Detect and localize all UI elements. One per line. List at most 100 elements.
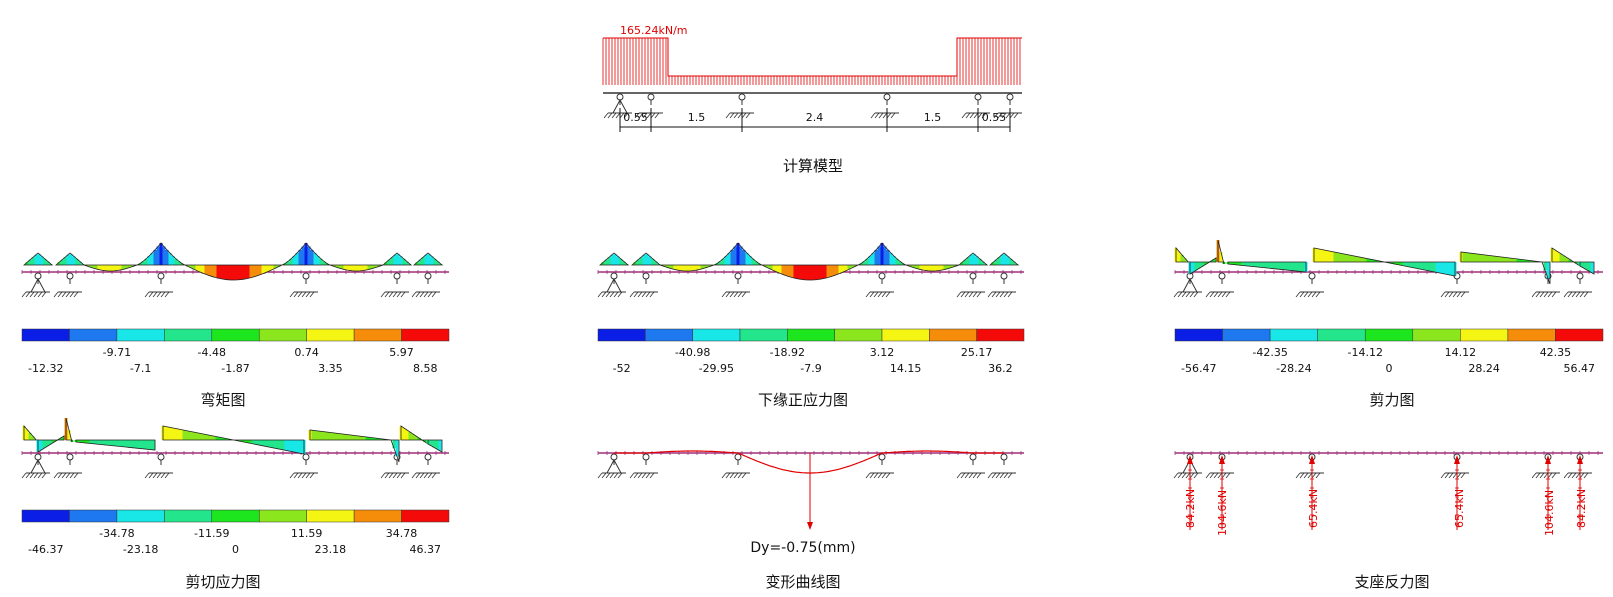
support-hinge bbox=[1576, 272, 1584, 280]
legend-label-bottom: 0 bbox=[232, 543, 239, 556]
diagram-outline bbox=[1541, 261, 1551, 285]
support-hatch bbox=[301, 291, 307, 298]
legend-swatch bbox=[21, 328, 70, 342]
legend-label-bottom: -29.95 bbox=[699, 362, 734, 375]
diagram-outline bbox=[598, 252, 630, 266]
support-hatch bbox=[1217, 472, 1223, 479]
support-hatch bbox=[972, 291, 978, 298]
support-hatch bbox=[1007, 472, 1013, 479]
shear-diagram bbox=[1174, 239, 1595, 285]
support-hinge bbox=[1006, 93, 1014, 101]
diagram-outline bbox=[957, 252, 989, 266]
diagram-outline bbox=[1189, 257, 1217, 275]
support-hatch bbox=[1444, 291, 1450, 298]
support-hatch bbox=[638, 112, 644, 119]
reaction-label: 104.6kN bbox=[1216, 490, 1229, 536]
support-hatch bbox=[737, 291, 743, 298]
legend-swatch bbox=[1317, 328, 1366, 342]
support-hatch bbox=[615, 112, 621, 119]
support-hatch bbox=[646, 112, 652, 119]
support-hatch bbox=[956, 291, 962, 298]
support-hatch bbox=[619, 112, 625, 119]
legend-label-top: 11.59 bbox=[291, 527, 323, 540]
support-hatch bbox=[976, 291, 982, 298]
support-hatch bbox=[1456, 472, 1462, 479]
support-hatch bbox=[1193, 291, 1199, 298]
support-hatch bbox=[392, 291, 398, 298]
diagram-outline bbox=[713, 242, 763, 266]
support-hatch bbox=[633, 291, 639, 298]
support-hatch bbox=[1456, 291, 1462, 298]
support-hatch bbox=[605, 472, 611, 479]
support-hatch bbox=[649, 472, 655, 479]
stress-diagram bbox=[598, 242, 1020, 281]
support-hatch bbox=[1307, 472, 1313, 479]
support-hatch bbox=[1003, 291, 1009, 298]
support-hatch bbox=[1571, 472, 1577, 479]
support-hatch bbox=[411, 291, 417, 298]
legend-label-bottom: -28.24 bbox=[1276, 362, 1311, 375]
support-hatch bbox=[997, 112, 1003, 119]
support-hatch bbox=[1181, 472, 1187, 479]
support-hatch bbox=[415, 291, 421, 298]
legend-swatch bbox=[21, 509, 70, 523]
support-hatch bbox=[419, 291, 425, 298]
support-hatch bbox=[309, 472, 315, 479]
support-hatch bbox=[737, 112, 743, 119]
shear-caption: 剪力图 bbox=[1369, 391, 1414, 409]
support-hatch bbox=[152, 291, 158, 298]
support-hatch bbox=[1551, 472, 1557, 479]
support-hinge bbox=[969, 453, 977, 461]
support-hatch bbox=[964, 472, 970, 479]
support-hatch bbox=[960, 291, 966, 298]
support-hatch bbox=[1440, 291, 1446, 298]
span-label: 1.5 bbox=[924, 111, 942, 124]
diagram-outline bbox=[390, 439, 400, 463]
support-hatch bbox=[981, 112, 987, 119]
legend-swatch bbox=[211, 509, 260, 523]
support-hatch bbox=[380, 472, 386, 479]
support-hatch bbox=[991, 291, 997, 298]
support-hatch bbox=[148, 291, 154, 298]
support-hatch bbox=[400, 472, 406, 479]
reaction-beam bbox=[1173, 451, 1603, 479]
diagram-outline bbox=[1227, 261, 1307, 273]
legend-label-bottom: 36.2 bbox=[988, 362, 1013, 375]
legend-label-bottom: -56.47 bbox=[1181, 362, 1216, 375]
legend-swatch bbox=[1555, 328, 1604, 342]
legend-swatch bbox=[116, 328, 165, 342]
support-hatch bbox=[73, 291, 79, 298]
support-triangle bbox=[612, 98, 628, 114]
diagram-outline bbox=[630, 252, 662, 266]
support-hatch bbox=[654, 112, 660, 119]
reaction-label: 65.4kN bbox=[1307, 489, 1320, 528]
support-hatch bbox=[1173, 291, 1179, 298]
deformation-panel: Dy=-0.75(mm) 变形曲线图 bbox=[597, 450, 1024, 591]
reaction-arrows bbox=[1187, 455, 1583, 530]
shear-stress-color-legend: -34.78 -11.59 11.59 34.78 -46.37 -23.18 0 23.18… bbox=[21, 509, 450, 556]
support-hatch bbox=[1189, 472, 1195, 479]
support-hatch bbox=[37, 472, 43, 479]
load-label: 165.24kN/m bbox=[620, 24, 688, 37]
support-hatch bbox=[1575, 472, 1581, 479]
support-hatch bbox=[293, 291, 299, 298]
support-hatch bbox=[1221, 472, 1227, 479]
support-hatch bbox=[886, 112, 892, 119]
support-hatch bbox=[61, 472, 67, 479]
support-hinge bbox=[878, 453, 886, 461]
support-hatch bbox=[1295, 472, 1301, 479]
reaction-arrowhead bbox=[1577, 455, 1583, 464]
support-triangle bbox=[30, 277, 46, 293]
support-hatch bbox=[995, 291, 1001, 298]
legend-swatch bbox=[164, 328, 213, 342]
legend-label-top: 5.97 bbox=[389, 346, 414, 359]
support-hatch bbox=[999, 291, 1005, 298]
support-hatch bbox=[41, 291, 47, 298]
support-hatch bbox=[869, 472, 875, 479]
shear-stress-caption: 剪切应力图 bbox=[185, 573, 260, 591]
support-hinge bbox=[878, 272, 886, 280]
support-hatch bbox=[415, 472, 421, 479]
legend-label-top: -11.59 bbox=[194, 527, 229, 540]
support-hatch bbox=[1205, 291, 1211, 298]
support-hatch bbox=[877, 472, 883, 479]
